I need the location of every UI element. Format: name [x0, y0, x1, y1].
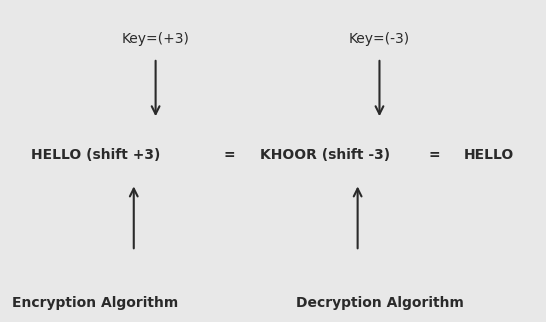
Text: =: =	[428, 147, 440, 162]
Text: =: =	[223, 147, 235, 162]
Text: HELLO (shift +3): HELLO (shift +3)	[31, 147, 160, 162]
Text: KHOOR (shift -3): KHOOR (shift -3)	[260, 147, 390, 162]
Text: HELLO: HELLO	[464, 147, 514, 162]
Text: Key=(+3): Key=(+3)	[122, 32, 189, 46]
Text: Key=(-3): Key=(-3)	[349, 32, 410, 46]
Text: Decryption Algorithm: Decryption Algorithm	[295, 296, 464, 310]
Text: Encryption Algorithm: Encryption Algorithm	[13, 296, 179, 310]
